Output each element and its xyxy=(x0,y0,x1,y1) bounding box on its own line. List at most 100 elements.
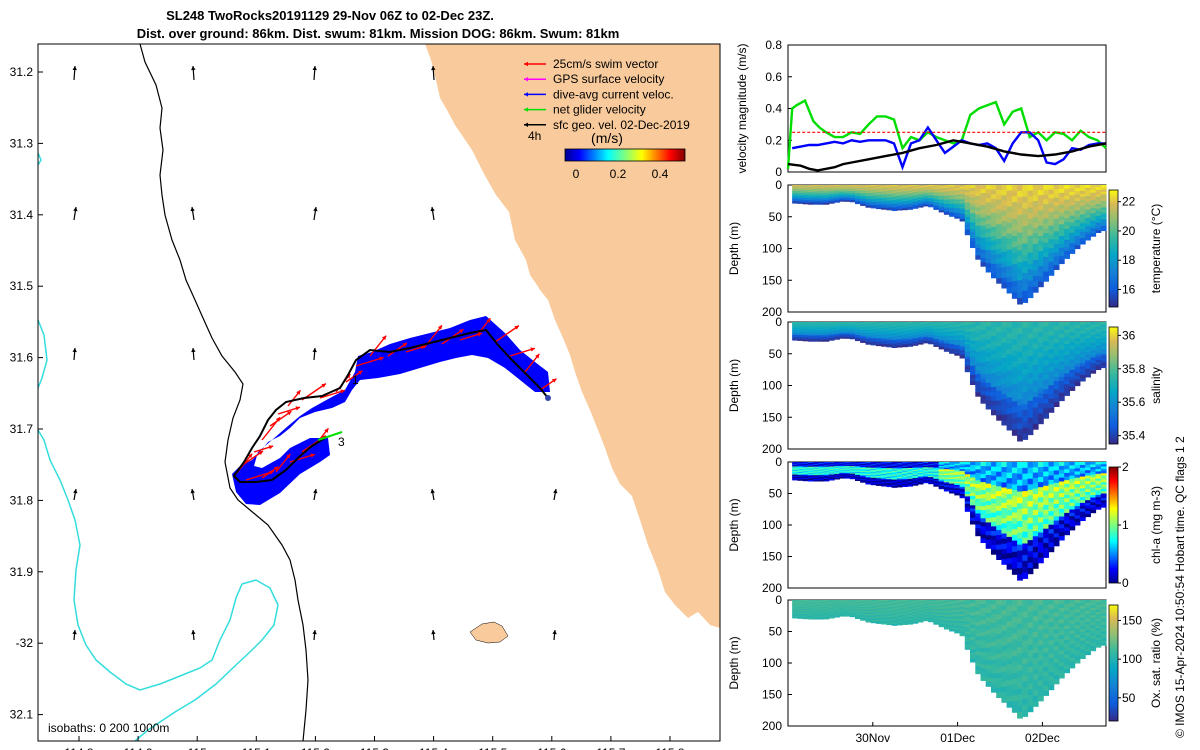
velocity-ylabel: velocity magnitude (m/s) xyxy=(735,43,749,173)
colorbar-tick: 35.4 xyxy=(1122,429,1146,443)
colorbar-tick: 100 xyxy=(1122,652,1142,666)
colorbar-tick: 35.8 xyxy=(1122,362,1146,376)
speed-colorbar-tick: 0.4 xyxy=(652,167,669,181)
swim-vector xyxy=(287,389,301,407)
speed-colorbar-tick: 0 xyxy=(573,167,580,181)
swim-vector xyxy=(459,332,483,341)
glider-track xyxy=(232,328,549,483)
swim-vector xyxy=(261,466,279,479)
profile-cells xyxy=(792,185,1107,305)
time-x-tick: 30Nov xyxy=(855,731,890,745)
rottnest-island xyxy=(469,621,509,644)
map-y-tick: 31.8 xyxy=(10,493,34,507)
legend-entry: sfc geo. vel. 02-Dec-2019 xyxy=(553,118,690,132)
title-line-1: SL248 TwoRocks20191129 29-Nov 06Z to 02-… xyxy=(166,8,494,23)
map-y-axis: 31.2 31.3 31.4 31.5 31.6 31.7 31.8 31.9 -32 32.1 xyxy=(10,65,43,722)
depth-axis-label: Depth (m) xyxy=(727,636,741,689)
map-y-tick: 31.2 xyxy=(10,65,34,79)
geo-vector xyxy=(72,347,77,361)
swim-vector xyxy=(345,370,363,383)
profile-panel-4: 0 50 100 150 200 Depth (m) 50 100 150 Ox. sat. ra… xyxy=(727,593,1163,733)
isobath-1000m-north xyxy=(38,152,42,166)
velocity-panel: 0 0.2 0.4 0.6 0.8 velocity magnitude (m/s) xyxy=(735,38,1107,179)
map-y-tick: -32 xyxy=(16,636,34,650)
depth-tick: 100 xyxy=(762,379,782,393)
geo-vector xyxy=(312,347,317,361)
depth-axis-label: Depth (m) xyxy=(727,222,741,275)
geo-vector xyxy=(72,65,77,81)
profile-cells xyxy=(792,600,1107,719)
velocity-y-tick: 0.2 xyxy=(765,133,782,147)
geo-vector xyxy=(431,629,436,641)
map-x-axis: 114.8 114.9 115 115.1 115.2 115.3 115.4 115.5 11… xyxy=(64,736,685,750)
colorbar-label: chl-a (mg m-3) xyxy=(1149,486,1163,564)
speed-colorbar xyxy=(564,148,686,162)
depth-tick: 50 xyxy=(769,487,783,501)
legend-entry: 25cm/s swim vector xyxy=(553,57,658,71)
profile-panel-3: 0 50 100 150 200 Depth (m) 0 1 2 chl-a (mg m-3) xyxy=(727,455,1163,595)
velocity-y-tick: 0.4 xyxy=(765,102,782,116)
swim-vector xyxy=(261,416,281,441)
colorbar-tick: 2 xyxy=(1122,460,1129,474)
depth-tick: 100 xyxy=(762,656,782,670)
geo-vector xyxy=(191,65,196,81)
velocity-y-tick: 0.6 xyxy=(765,70,782,84)
legend-arrow xyxy=(524,122,546,127)
swim-vector xyxy=(369,335,387,357)
map-x-tick: 115.5 xyxy=(478,746,507,750)
depth-tick: 200 xyxy=(762,581,782,595)
colorbar-label: Ox. sat. ratio (%) xyxy=(1149,618,1163,708)
legend-arrow xyxy=(524,92,546,97)
colorbar-label: temperature (°C) xyxy=(1149,204,1163,294)
colorbar-tick: 150 xyxy=(1122,613,1142,627)
legend-entry: dive-avg current veloc. xyxy=(553,87,674,101)
title-line-2: Dist. over ground: 86km. Dist. swum: 81k… xyxy=(137,26,620,41)
map-y-tick: 31.6 xyxy=(10,351,34,365)
velocity-y-tick: 0 xyxy=(775,165,782,179)
map-y-tick: 31.9 xyxy=(10,565,34,579)
colorbar-tick: 22 xyxy=(1122,195,1136,209)
map-x-tick: 114.9 xyxy=(124,746,153,750)
depth-tick: 0 xyxy=(775,455,782,469)
swim-vector xyxy=(319,389,346,399)
day-marker-1: 1 xyxy=(352,373,359,387)
swim-vector xyxy=(524,353,540,373)
colorbar-tick: 0 xyxy=(1122,576,1129,590)
profile-cells xyxy=(792,462,1107,581)
geo-vector xyxy=(313,206,318,221)
geo-vector xyxy=(430,206,435,221)
map-x-tick: 115.4 xyxy=(419,746,448,750)
geostrophic-vectors xyxy=(72,65,558,641)
depth-tick: 50 xyxy=(769,625,783,639)
swim-vector xyxy=(494,325,520,343)
velocity-series-1 xyxy=(791,125,1106,171)
depth-tick: 150 xyxy=(762,688,782,702)
geo-vector xyxy=(73,488,78,501)
depth-tick: 150 xyxy=(762,273,782,287)
map-y-tick: 31.5 xyxy=(10,279,34,293)
depth-tick: 150 xyxy=(762,550,782,564)
profile-panel-1: 0 50 100 150 200 Depth (m) 16 18 20 22 temperature… xyxy=(727,178,1163,319)
geo-vector xyxy=(73,206,78,221)
profile-panel-2: 0 50 100 150 200 Depth (m) 35.4 35.6 35.8 36 salin… xyxy=(727,315,1163,456)
depth-tick: 200 xyxy=(762,442,782,456)
net-glider-velocity-arrow xyxy=(317,431,343,441)
legend-arrow xyxy=(524,61,546,67)
legend-entry: GPS surface velocity xyxy=(553,72,664,86)
map-y-tick: 32.1 xyxy=(10,708,34,722)
geo-vector xyxy=(312,65,317,81)
swim-vector xyxy=(355,356,384,367)
swim-vector xyxy=(253,445,274,453)
map-y-tick: 31.4 xyxy=(10,208,34,222)
map-y-tick: 31.3 xyxy=(10,136,34,150)
swim-vector xyxy=(509,347,536,357)
map-x-tick: 115.2 xyxy=(301,746,330,750)
colorbar-tick: 20 xyxy=(1122,224,1136,238)
swim-vector xyxy=(243,450,264,465)
geo-vector xyxy=(191,347,196,361)
swim-vector xyxy=(405,345,426,353)
speed-colorbar-title: (m/s) xyxy=(591,130,623,146)
velocity-series-0 xyxy=(786,98,1107,169)
swim-vector xyxy=(277,406,301,415)
depth-tick: 50 xyxy=(769,347,783,361)
